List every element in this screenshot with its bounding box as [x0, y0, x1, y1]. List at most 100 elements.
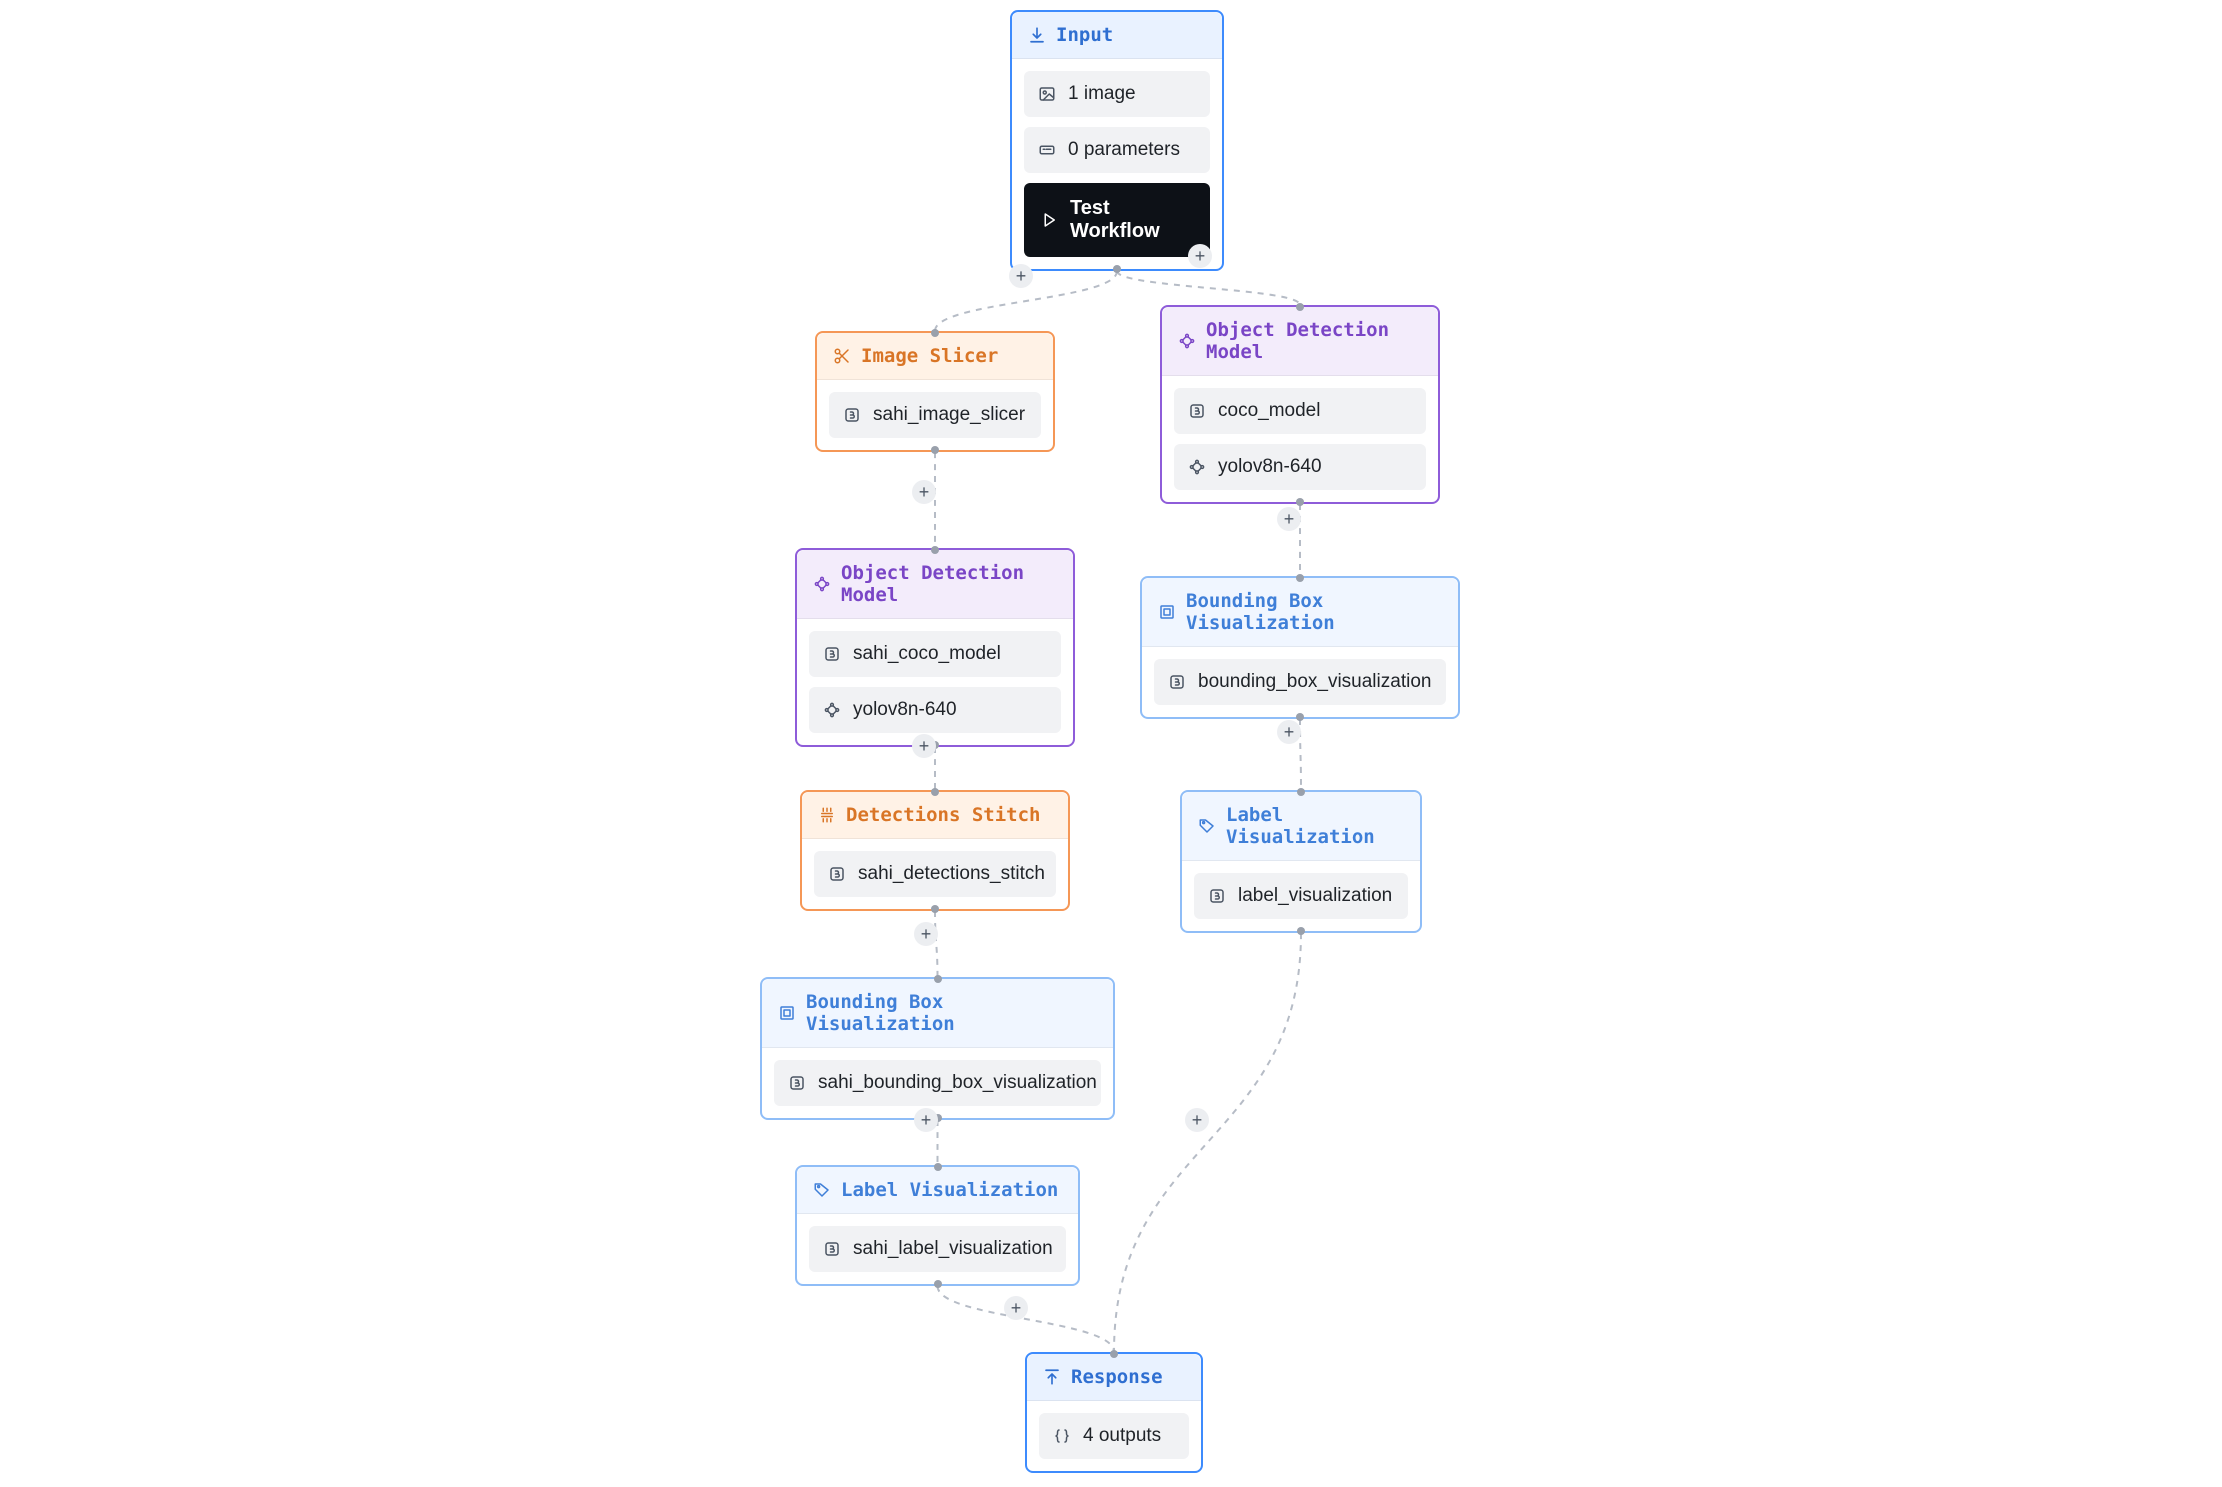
neural-icon — [1188, 458, 1206, 476]
add-step-button[interactable]: + — [912, 480, 936, 504]
port-in[interactable] — [931, 329, 939, 337]
stitch-icon — [818, 806, 836, 824]
add-step-button[interactable]: + — [1009, 264, 1033, 288]
node-response[interactable]: Response 4 outputs — [1025, 1352, 1203, 1473]
node-title: Response — [1071, 1366, 1163, 1388]
input-params-row: 0 parameters — [1024, 127, 1210, 173]
model-icon — [813, 575, 831, 593]
step-row: sahi_bounding_box_visualization — [774, 1060, 1101, 1106]
pill-label: sahi_coco_model — [853, 643, 1001, 665]
node-label-viz-left[interactable]: Label Visualization sahi_label_visualiza… — [795, 1165, 1080, 1286]
model-icon — [1178, 332, 1196, 350]
neural-icon — [823, 701, 841, 719]
model-row: yolov8n-640 — [809, 687, 1061, 733]
step-row: sahi_label_visualization — [809, 1226, 1066, 1272]
pill-label: yolov8n-640 — [853, 699, 957, 721]
tag-icon — [1198, 817, 1216, 835]
add-step-button[interactable]: + — [1277, 720, 1301, 744]
add-step-button[interactable]: + — [912, 734, 936, 758]
step-row: sahi_detections_stitch — [814, 851, 1056, 897]
tag-icon — [813, 1181, 831, 1199]
port-in[interactable] — [931, 546, 939, 554]
port-out[interactable] — [931, 446, 939, 454]
pill-label: sahi_image_slicer — [873, 404, 1025, 426]
node-bbox-viz-right[interactable]: Bounding Box Visualization bounding_box_… — [1140, 576, 1460, 719]
model-row: yolov8n-640 — [1174, 444, 1426, 490]
pill-label: 4 outputs — [1083, 1425, 1161, 1447]
edge — [1117, 271, 1300, 305]
add-step-button[interactable]: + — [914, 1108, 938, 1132]
node-object-detection-left[interactable]: Object Detection Model sahi_coco_model y… — [795, 548, 1075, 747]
pill-label: yolov8n-640 — [1218, 456, 1322, 478]
input-images-row: 1 image — [1024, 71, 1210, 117]
node-title: Detections Stitch — [846, 804, 1040, 826]
step-icon — [828, 865, 846, 883]
edge — [938, 1286, 1115, 1352]
node-detections-stitch[interactable]: Detections Stitch sahi_detections_stitch — [800, 790, 1070, 911]
port-out[interactable] — [1297, 927, 1305, 935]
node-bbox-viz-left[interactable]: Bounding Box Visualization sahi_bounding… — [760, 977, 1115, 1120]
node-object-detection-right[interactable]: Object Detection Model coco_model yolov8… — [1160, 305, 1440, 504]
braces-icon — [1053, 1427, 1071, 1445]
pill-label: 0 parameters — [1068, 139, 1180, 161]
image-icon — [1038, 85, 1056, 103]
scissors-icon — [833, 347, 851, 365]
add-step-button[interactable]: + — [1185, 1108, 1209, 1132]
pill-label: bounding_box_visualization — [1198, 671, 1431, 693]
node-image-slicer[interactable]: Image Slicer sahi_image_slicer — [815, 331, 1055, 452]
port-in[interactable] — [934, 1163, 942, 1171]
node-title: Label Visualization — [1226, 804, 1404, 848]
add-step-button[interactable]: + — [914, 922, 938, 946]
node-title: Input — [1056, 24, 1113, 46]
add-step-button[interactable]: + — [1004, 1296, 1028, 1320]
node-title: Label Visualization — [841, 1179, 1058, 1201]
add-step-button[interactable]: + — [1188, 244, 1212, 268]
node-title: Bounding Box Visualization — [806, 991, 1097, 1035]
pill-label: coco_model — [1218, 400, 1320, 422]
port-in[interactable] — [1110, 1350, 1118, 1358]
port-in[interactable] — [931, 788, 939, 796]
pill-label: sahi_bounding_box_visualization — [818, 1072, 1097, 1094]
port-out[interactable] — [1113, 265, 1121, 273]
step-icon — [1208, 887, 1226, 905]
step-icon — [1188, 402, 1206, 420]
port-in[interactable] — [1297, 788, 1305, 796]
step-icon — [843, 406, 861, 424]
pill-label: label_visualization — [1238, 885, 1392, 907]
bbox-icon — [778, 1004, 796, 1022]
button-label: Test Workflow — [1070, 197, 1194, 243]
pill-label: 1 image — [1068, 83, 1136, 105]
step-icon — [1168, 673, 1186, 691]
step-icon — [823, 645, 841, 663]
step-row: coco_model — [1174, 388, 1426, 434]
params-icon — [1038, 141, 1056, 159]
outputs-row: 4 outputs — [1039, 1413, 1189, 1459]
download-icon — [1028, 26, 1046, 44]
step-row: sahi_coco_model — [809, 631, 1061, 677]
port-out[interactable] — [1296, 713, 1304, 721]
node-title: Image Slicer — [861, 345, 998, 367]
edge — [1114, 933, 1301, 1352]
step-row: sahi_image_slicer — [829, 392, 1041, 438]
step-row: label_visualization — [1194, 873, 1408, 919]
port-out[interactable] — [934, 1280, 942, 1288]
node-input[interactable]: Input 1 image 0 parameters Test Workflow — [1010, 10, 1224, 271]
edge — [935, 911, 938, 977]
step-icon — [823, 1240, 841, 1258]
add-step-button[interactable]: + — [1277, 507, 1301, 531]
bbox-icon — [1158, 603, 1176, 621]
pill-label: sahi_detections_stitch — [858, 863, 1045, 885]
port-in[interactable] — [1296, 574, 1304, 582]
port-in[interactable] — [1296, 303, 1304, 311]
port-in[interactable] — [934, 975, 942, 983]
workflow-canvas[interactable]: Input 1 image 0 parameters Test Workflow — [0, 0, 2222, 1487]
step-icon — [788, 1074, 806, 1092]
upload-icon — [1043, 1368, 1061, 1386]
node-title: Object Detection Model — [841, 562, 1057, 606]
test-workflow-button[interactable]: Test Workflow — [1024, 183, 1210, 257]
port-out[interactable] — [931, 905, 939, 913]
port-out[interactable] — [1296, 498, 1304, 506]
node-label-viz-right[interactable]: Label Visualization label_visualization — [1180, 790, 1422, 933]
node-title: Object Detection Model — [1206, 319, 1422, 363]
step-row: bounding_box_visualization — [1154, 659, 1446, 705]
